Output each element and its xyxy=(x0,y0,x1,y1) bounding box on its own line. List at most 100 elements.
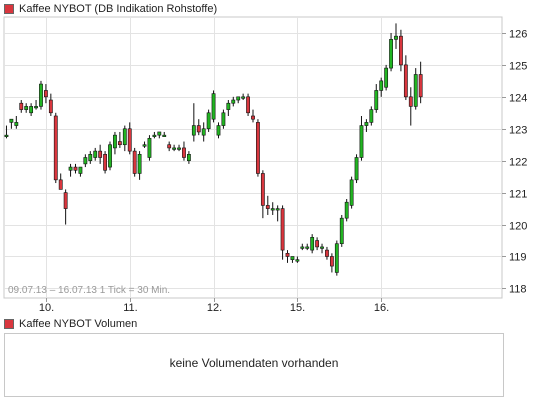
candle-down xyxy=(418,61,423,104)
candle-body xyxy=(305,246,310,249)
candle-up xyxy=(211,90,216,123)
candle-up xyxy=(270,202,275,215)
candle-up xyxy=(34,100,38,110)
candle-down xyxy=(98,144,103,164)
candle-up xyxy=(384,64,389,91)
candle-body xyxy=(374,90,379,110)
candle-down xyxy=(127,122,132,155)
candle-up xyxy=(88,151,93,164)
candle-body xyxy=(162,134,167,137)
candle-body xyxy=(29,106,34,114)
candle-up xyxy=(226,100,231,116)
candle-up xyxy=(147,135,152,161)
candle-body xyxy=(325,249,329,257)
y-tick-label: 122 xyxy=(509,157,527,169)
candle-body xyxy=(39,83,43,107)
candle-up xyxy=(68,163,73,177)
candle-body xyxy=(113,134,117,149)
candle-down xyxy=(63,189,68,225)
candle-up xyxy=(349,176,354,209)
candle-up xyxy=(113,131,117,155)
candle-up xyxy=(290,256,295,263)
candle-body xyxy=(157,131,162,136)
candle-body xyxy=(216,125,221,136)
candle-body xyxy=(122,128,127,146)
candle-body xyxy=(265,205,270,209)
candle-body xyxy=(206,112,211,130)
volume-panel: keine Volumendaten vorhanden xyxy=(4,333,504,397)
candle-body xyxy=(83,157,88,165)
candle-down xyxy=(399,29,403,72)
candle-up xyxy=(142,141,147,148)
candle-body xyxy=(137,154,142,174)
candle-down xyxy=(19,100,24,113)
candle-down xyxy=(260,170,265,219)
candle-body xyxy=(344,201,349,219)
candle-body xyxy=(127,128,132,152)
candle-down xyxy=(325,246,329,260)
candle-up xyxy=(413,68,418,110)
candle-body xyxy=(399,35,403,66)
candle-down xyxy=(196,119,201,136)
x-tick-label: 12. xyxy=(207,302,222,314)
candle-body xyxy=(275,208,280,211)
candle-up xyxy=(344,199,349,222)
candle-down xyxy=(48,93,53,116)
candle-up xyxy=(374,84,379,113)
candle-up xyxy=(206,109,211,132)
candle-up xyxy=(310,234,315,254)
plot-area xyxy=(3,16,503,299)
candle-body xyxy=(300,246,305,249)
candle-up xyxy=(162,131,167,137)
candle-body xyxy=(231,99,236,104)
x-tick-label: 11. xyxy=(123,302,137,314)
volume-legend-label: Kaffee NYBOT Volumen xyxy=(19,318,138,330)
candle-down xyxy=(315,237,320,251)
candle-body xyxy=(9,118,14,123)
main-legend-swatch xyxy=(4,4,14,14)
candle-up xyxy=(389,32,393,72)
candle-body xyxy=(354,157,359,181)
candle-down xyxy=(73,163,78,174)
candle-up xyxy=(137,151,142,180)
candle-body xyxy=(88,154,93,161)
candle-body xyxy=(34,106,38,109)
x-tick-label: 10. xyxy=(39,302,54,314)
candle-body xyxy=(339,217,344,245)
candle-down xyxy=(251,109,255,123)
candle-body xyxy=(260,173,265,206)
candle-body xyxy=(364,122,369,126)
y-tick-label: 118 xyxy=(509,284,527,296)
candle-body xyxy=(403,64,408,98)
candle-up xyxy=(29,103,34,116)
candle-up xyxy=(359,115,364,161)
candle-body xyxy=(132,150,137,174)
candle-up xyxy=(172,144,177,152)
candle-body xyxy=(290,256,295,260)
candle-body xyxy=(369,109,374,123)
candle-body xyxy=(78,166,83,174)
candle-body xyxy=(241,96,246,99)
candle-up xyxy=(157,131,162,139)
candle-up xyxy=(9,118,14,129)
y-tick-label: 124 xyxy=(509,93,527,105)
y-tick-label: 119 xyxy=(509,252,527,264)
candle-down xyxy=(132,147,137,177)
candle-body xyxy=(48,99,53,114)
candle-body xyxy=(172,147,177,150)
candle-body xyxy=(315,240,320,248)
candle-up xyxy=(78,166,83,177)
candle-up xyxy=(201,122,206,142)
candle-down xyxy=(167,141,172,152)
candle-body xyxy=(93,150,98,158)
candle-body xyxy=(68,166,73,171)
candle-up xyxy=(364,119,369,132)
candle-up xyxy=(300,243,305,251)
candle-body xyxy=(349,179,354,206)
candle-up xyxy=(354,154,359,184)
candle-down xyxy=(280,205,285,260)
candle-up xyxy=(152,131,157,139)
candle-down xyxy=(182,141,186,161)
main-legend: Kaffee NYBOT (DB Indikation Rohstoffe) xyxy=(4,2,217,16)
candle-body xyxy=(142,144,147,147)
